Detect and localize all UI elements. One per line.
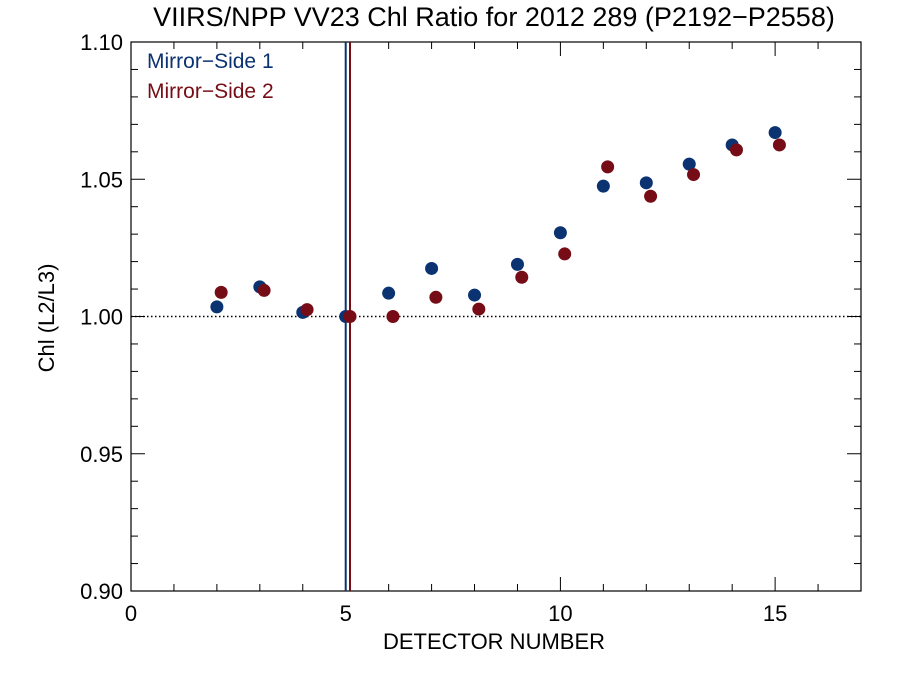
y-tick-label: 1.10	[80, 30, 123, 55]
data-point-series-1	[210, 300, 224, 314]
data-point-series-2	[386, 310, 400, 323]
data-point-series-2	[515, 270, 529, 284]
y-tick-label: 1.00	[80, 305, 123, 330]
y-tick-label: 0.90	[80, 579, 123, 604]
data-point-series-1	[596, 179, 610, 193]
legend: Mirror−Side 1 Mirror−Side 2	[147, 50, 274, 103]
y-tick-label: 0.95	[80, 442, 123, 467]
data-point-series-2	[687, 168, 701, 182]
data-point-series-2	[300, 303, 314, 317]
x-tick-label: 15	[763, 601, 787, 626]
data-point-series-1	[768, 126, 782, 140]
legend-entry-1: Mirror−Side 1	[147, 50, 274, 73]
data-point-series-1	[425, 261, 439, 275]
data-point-series-1	[553, 226, 567, 240]
data-point-series-2	[257, 283, 271, 297]
chart-title: VIIRS/NPP VV23 Chl Ratio for 2012 289 (P…	[153, 2, 835, 32]
data-point-series-2	[772, 138, 786, 152]
x-tick-label: 5	[340, 601, 352, 626]
x-tick-label: 0	[125, 601, 137, 626]
data-point-series-2	[601, 160, 615, 174]
y-axis-label: Chl (L2/L3)	[34, 264, 59, 373]
data-point-series-2	[472, 302, 486, 316]
x-tick-label: 10	[548, 601, 572, 626]
legend-entry-2: Mirror−Side 2	[147, 80, 274, 103]
data-point-series-1	[382, 286, 396, 300]
x-axis-label: DETECTOR NUMBER	[383, 629, 605, 654]
data-point-series-2	[558, 247, 572, 261]
data-point-series-1	[510, 257, 524, 271]
y-tick-label: 1.05	[80, 167, 123, 192]
data-point-series-2	[214, 285, 228, 299]
data-point-series-1	[468, 288, 482, 302]
plot-area: 0 5 10 15 0.90 0.95 1.00 1.05 1.10	[80, 30, 862, 626]
data-point-series-1	[682, 157, 696, 171]
data-point-series-2	[343, 310, 357, 323]
data-point-series-1	[639, 176, 653, 190]
data-point-series-2	[644, 189, 658, 203]
data-point-series-2	[729, 143, 743, 157]
data-point-series-2	[429, 290, 443, 304]
